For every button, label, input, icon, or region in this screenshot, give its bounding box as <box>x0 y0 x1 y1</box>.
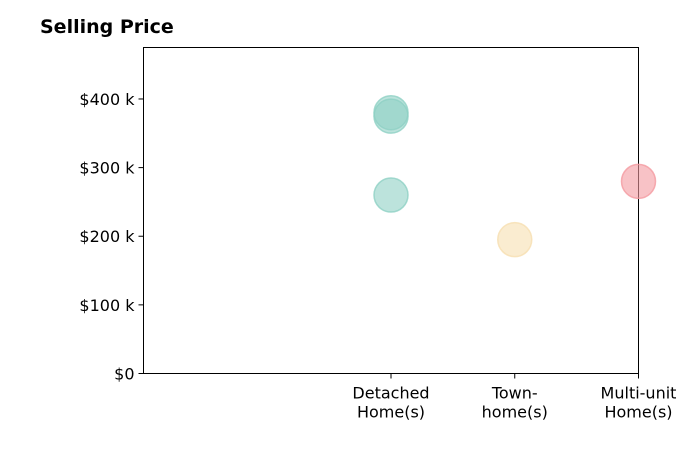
chart-title: Selling Price <box>40 16 174 38</box>
data-point <box>373 98 409 134</box>
x-tick-label: home(s) <box>482 403 548 422</box>
x-tick-label: Town- <box>491 384 538 403</box>
x-tick-label: Home(s) <box>357 403 425 422</box>
x-axis: DetachedHome(s)Town-home(s)Multi-unitHom… <box>352 373 677 422</box>
x-tick-label: Multi-unit <box>601 384 677 403</box>
data-point <box>620 163 657 200</box>
x-tick-label: Home(s) <box>604 403 672 422</box>
y-tick-label: $200 k <box>79 227 135 246</box>
y-tick-label: $400 k <box>79 90 135 109</box>
y-tick-label: $0 <box>114 365 134 384</box>
y-tick-label: $100 k <box>79 296 135 315</box>
y-tick-label: $300 k <box>79 159 135 178</box>
data-points <box>373 94 657 258</box>
data-point <box>373 177 409 213</box>
x-tick-label: Detached <box>352 384 429 403</box>
data-point <box>497 221 533 258</box>
y-axis: $0 $100 k $200 k $300 k $400 k <box>79 90 144 384</box>
